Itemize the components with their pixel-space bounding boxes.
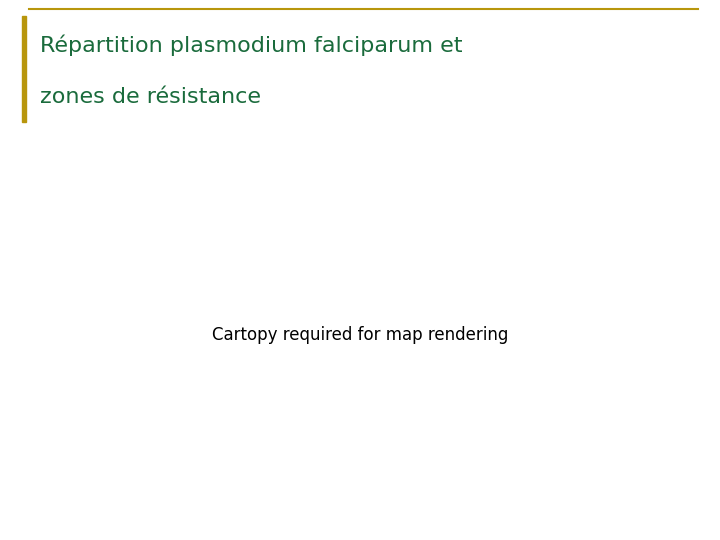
Text: Cartopy required for map rendering: Cartopy required for map rendering <box>212 326 508 344</box>
Text: zones de résistance: zones de résistance <box>40 87 261 107</box>
Bar <box>22 16 26 122</box>
Text: Répartition plasmodium falciparum et: Répartition plasmodium falciparum et <box>40 35 462 56</box>
